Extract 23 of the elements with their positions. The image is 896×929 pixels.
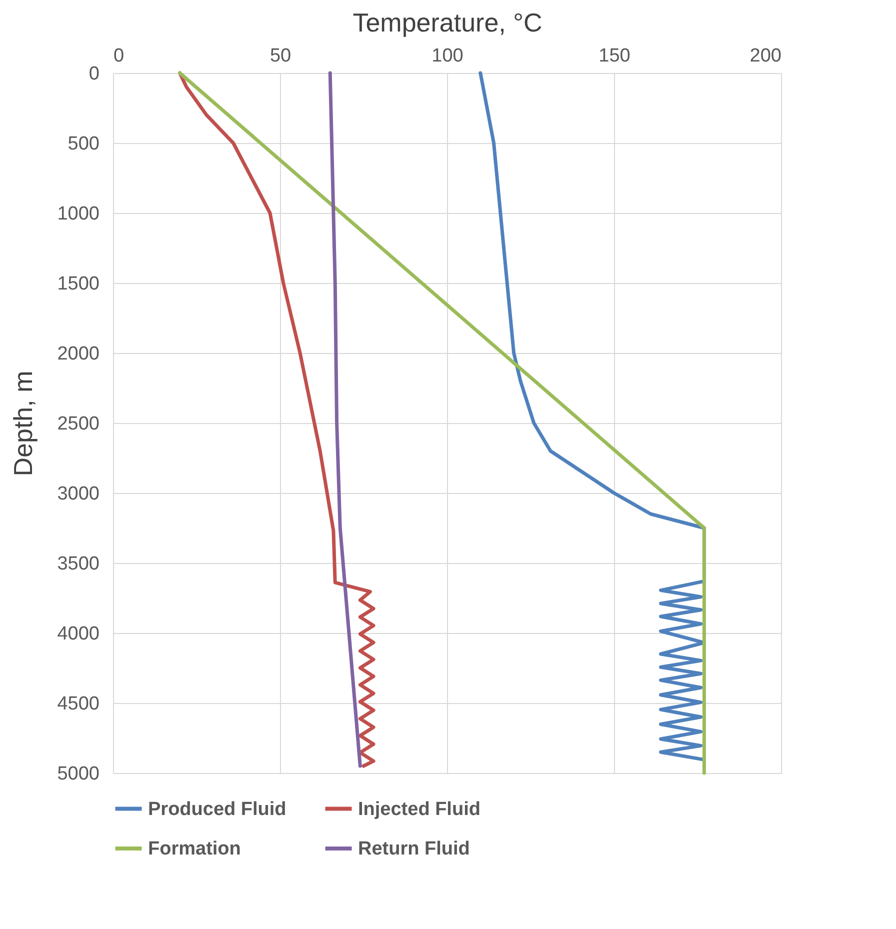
line-series bbox=[328, 71, 362, 768]
x-tick-label: 50 bbox=[270, 46, 292, 66]
y-tick-label: 1000 bbox=[57, 204, 100, 224]
y-tick-label: 3000 bbox=[57, 484, 100, 504]
y-tick-label: 4500 bbox=[57, 694, 100, 714]
x-tick-label: 0 bbox=[114, 46, 124, 66]
y-tick-label: 3500 bbox=[57, 554, 100, 574]
legend-label: Injected Fluid bbox=[358, 798, 480, 820]
legend-label: Return Fluid bbox=[358, 838, 470, 860]
y-tick-label: 1500 bbox=[57, 274, 100, 294]
x-tick-label: 200 bbox=[750, 46, 782, 66]
y-tick-label: 2000 bbox=[57, 344, 100, 364]
legend-label: Formation bbox=[148, 838, 241, 860]
y-tick-label: 500 bbox=[68, 134, 100, 154]
x-axis-title: Temperature, °C bbox=[352, 8, 542, 38]
legend-label: Produced Fluid bbox=[148, 798, 286, 820]
y-tick-label: 2500 bbox=[57, 414, 100, 434]
y-tick-label: 5000 bbox=[57, 764, 100, 784]
y-tick-label: 4000 bbox=[57, 624, 100, 644]
y-tick-label: 0 bbox=[88, 64, 100, 84]
x-tick-label: 100 bbox=[432, 46, 464, 66]
y-axis-title: Depth, m bbox=[8, 370, 38, 476]
x-tick-label: 150 bbox=[598, 46, 630, 66]
